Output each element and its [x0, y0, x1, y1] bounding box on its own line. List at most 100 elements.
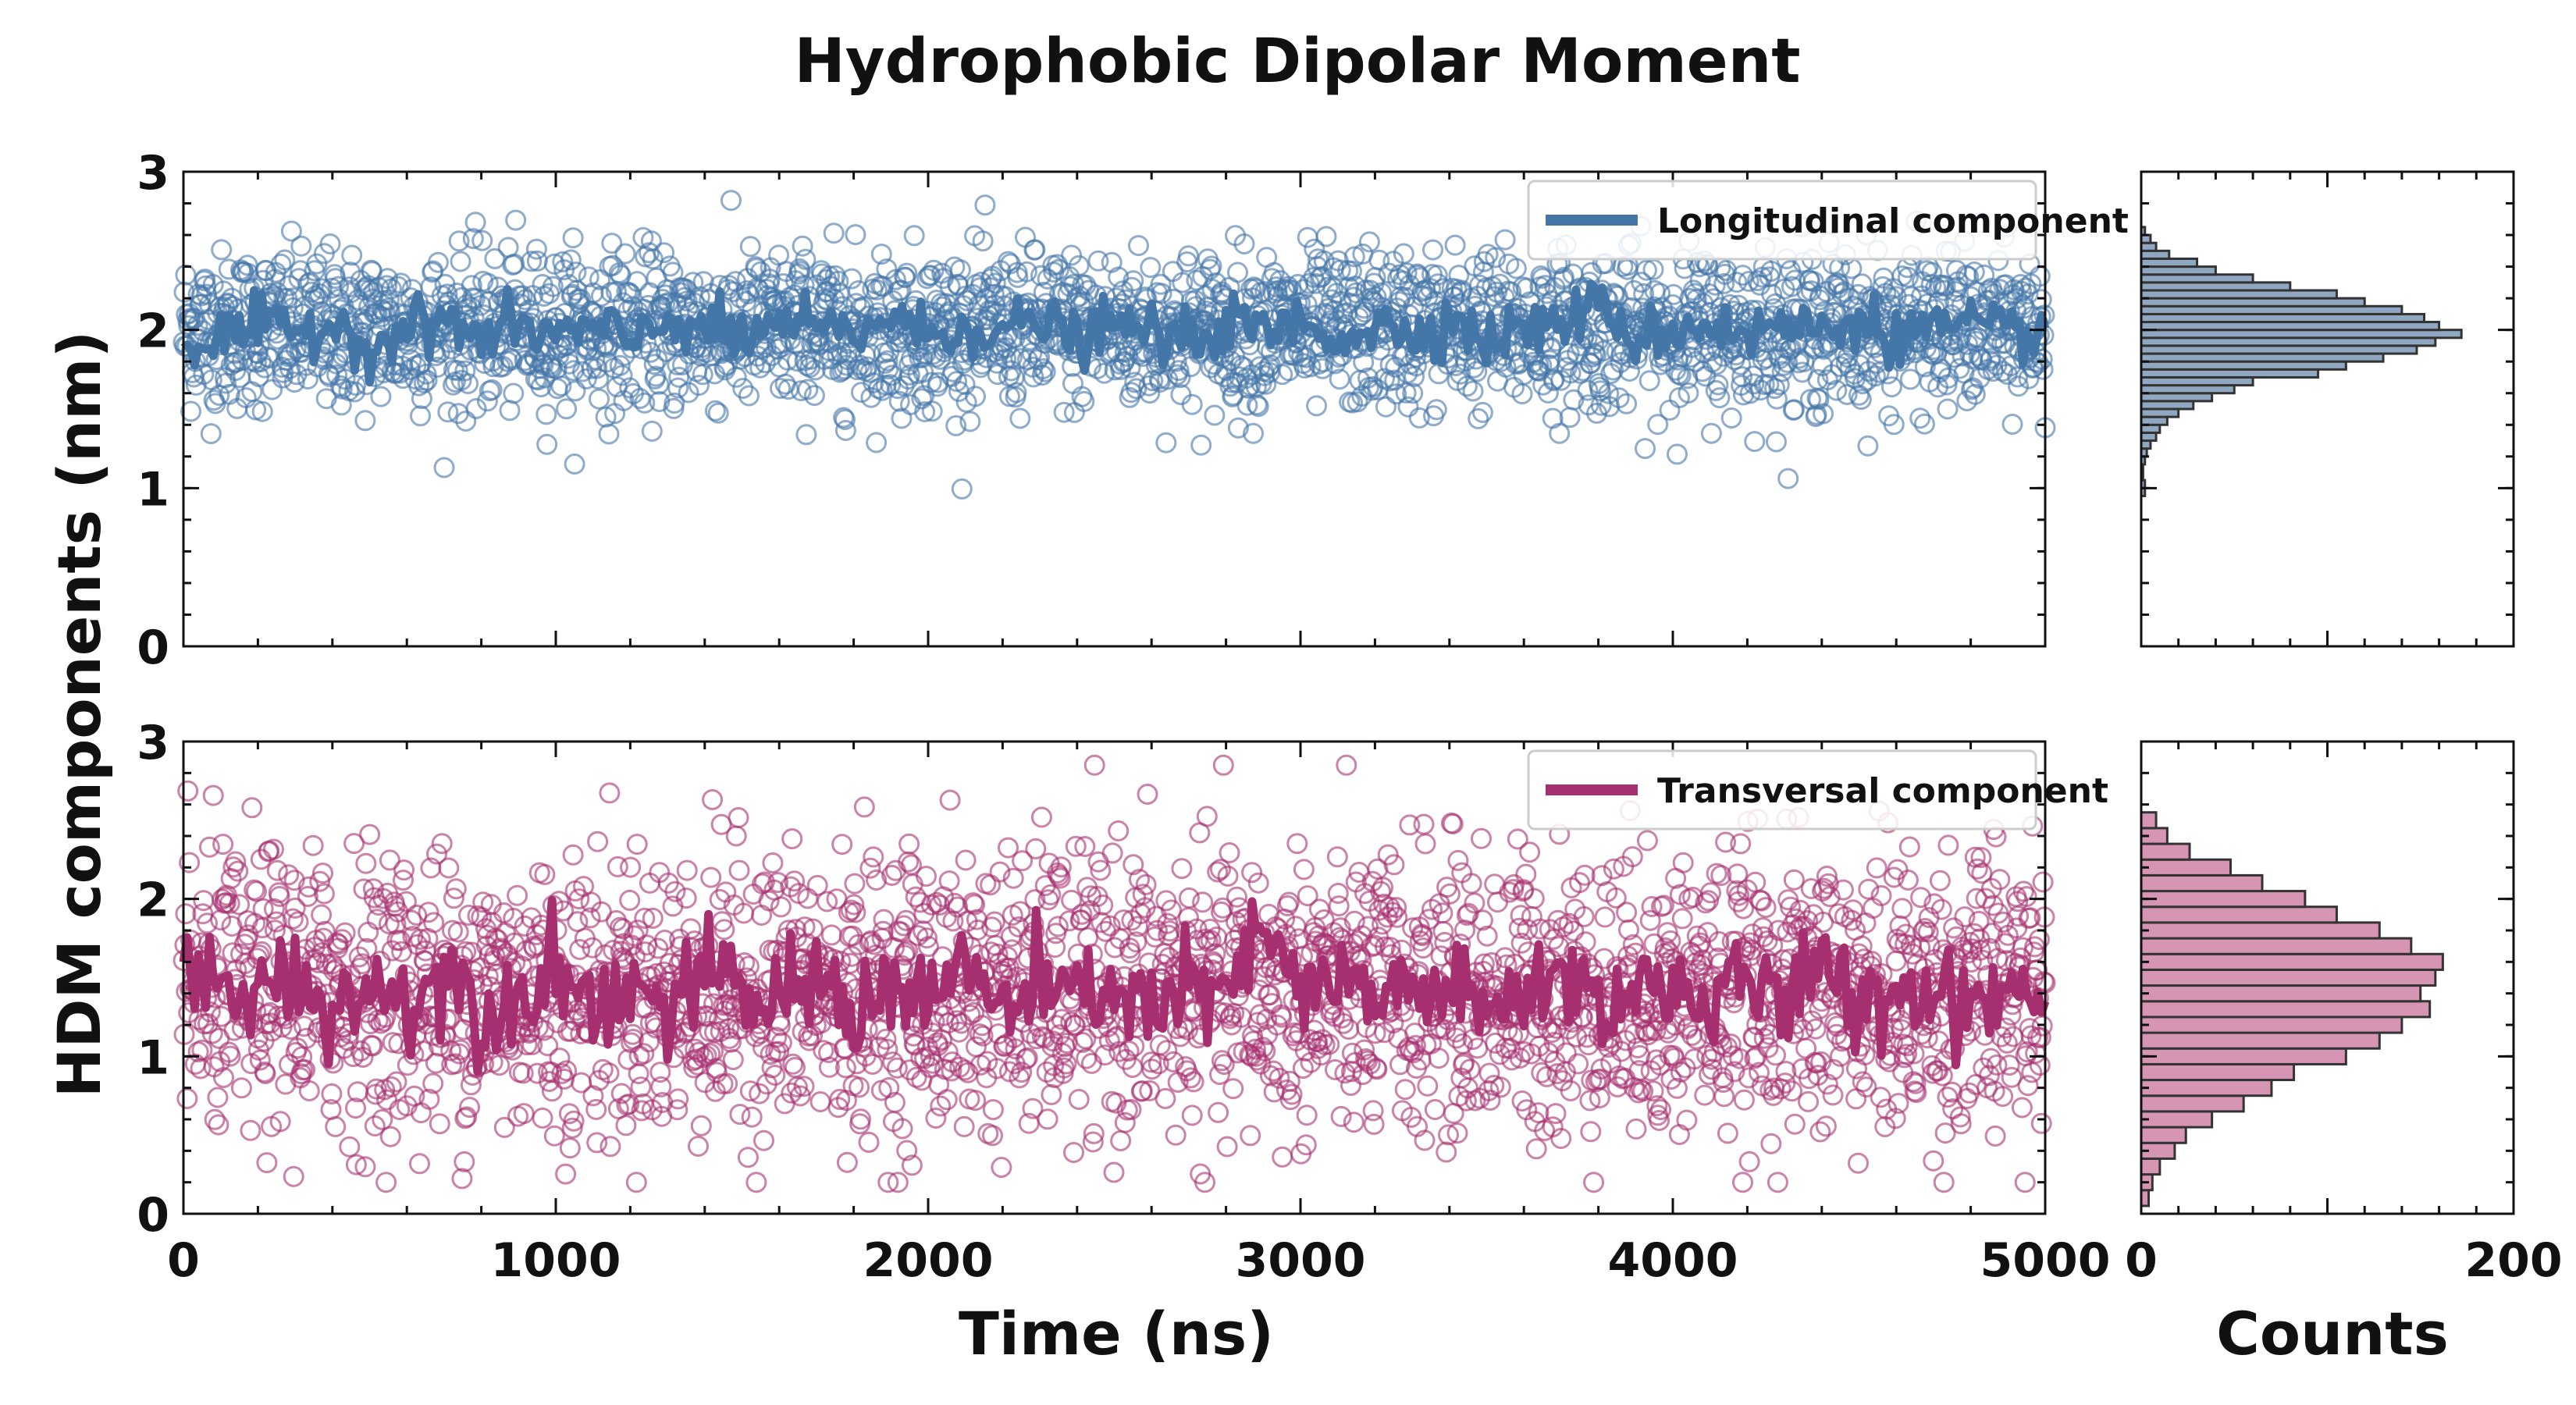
- scatter-point: [1720, 407, 1742, 429]
- x-axis-label: Time (ns): [959, 1299, 1274, 1368]
- scatter-point: [1178, 887, 1200, 909]
- scatter-point: [559, 1137, 581, 1159]
- scatter-point: [1062, 372, 1083, 394]
- scatter-point: [1139, 382, 1161, 404]
- scatter-point: [823, 222, 845, 244]
- scatter-point: [464, 288, 486, 310]
- scatter-point: [453, 346, 475, 368]
- scatter-point: [1255, 373, 1277, 395]
- scatter-point: [1870, 1087, 1891, 1108]
- scatter-point: [431, 833, 453, 855]
- scatter-point: [1151, 283, 1172, 304]
- scatter-point: [578, 266, 600, 288]
- scatter-point: [1397, 396, 1419, 418]
- scatter-point: [688, 375, 710, 397]
- scatter-point: [1625, 1118, 1647, 1140]
- scatter-point: [692, 364, 713, 386]
- scatter-point: [1347, 391, 1368, 413]
- scatter-point: [845, 224, 866, 246]
- scatter-point: [688, 1136, 709, 1157]
- scatter-point: [437, 401, 459, 423]
- scatter-point: [306, 253, 328, 275]
- scatter-point: [447, 360, 468, 382]
- scatter-point: [870, 244, 892, 265]
- scatter-point: [1134, 286, 1156, 308]
- scatter-point: [664, 392, 685, 414]
- scatter-point: [454, 360, 476, 382]
- scatter-point: [738, 955, 760, 977]
- scatter-point: [991, 1157, 1012, 1178]
- scatter-point: [638, 294, 659, 316]
- scatter-point: [345, 375, 366, 396]
- y-tick-label: 0: [137, 621, 169, 675]
- scatter-point: [1929, 870, 1951, 891]
- scatter-point: [586, 1132, 608, 1154]
- scatter-point: [1296, 1104, 1318, 1126]
- scatter-point: [200, 423, 222, 445]
- scatter-point: [914, 401, 936, 422]
- scatter-point: [1326, 846, 1348, 868]
- scatter-point: [877, 350, 898, 372]
- scatter-point: [1363, 1113, 1385, 1135]
- scatter-point: [595, 406, 617, 428]
- scatter-point: [611, 365, 633, 386]
- y-tick-label: 1: [137, 462, 169, 517]
- scatter-point: [984, 911, 1005, 933]
- scatter-point: [749, 357, 771, 379]
- scatter-point: [1700, 422, 1722, 444]
- scatter-point: [2001, 414, 2023, 435]
- scatter-point: [278, 346, 300, 368]
- scatter-point: [1343, 246, 1365, 268]
- scatter-point: [728, 859, 750, 881]
- scatter-point: [626, 271, 648, 293]
- scatter-point: [1300, 356, 1322, 378]
- scatter-point: [1580, 1121, 1602, 1143]
- scatter-point: [240, 1119, 262, 1141]
- scatter-point: [949, 259, 971, 281]
- scatter-point: [1041, 1083, 1062, 1105]
- scatter-point: [1030, 806, 1052, 828]
- scatter-point: [1713, 1086, 1735, 1108]
- scatter-point: [1866, 857, 1888, 879]
- scatter-point: [781, 828, 803, 850]
- scatter-point: [1424, 1099, 1446, 1120]
- scatter-point: [863, 846, 884, 868]
- scatter-point: [1155, 1087, 1176, 1109]
- scatter-point: [1315, 226, 1337, 247]
- scatter-point: [1650, 1099, 1671, 1121]
- scatter-point: [1744, 431, 1766, 453]
- scatter-point: [1168, 360, 1190, 382]
- scatter-point: [690, 1115, 712, 1136]
- scatter-point: [1192, 891, 1214, 913]
- scatter-point: [1068, 1089, 1090, 1110]
- scatter-point: [599, 782, 621, 804]
- scatter-point: [859, 857, 881, 879]
- scatter-point: [211, 239, 233, 261]
- scatter-point: [427, 251, 449, 273]
- legend-label: Longitudinal component: [1657, 201, 2129, 241]
- scatter-point: [938, 870, 960, 892]
- scatter-point: [1937, 398, 1959, 420]
- scatter-point: [920, 265, 941, 286]
- scatter-point: [1341, 260, 1362, 282]
- scatter-point: [298, 1080, 320, 1101]
- scatter-point: [762, 852, 784, 873]
- y-tick-label: 2: [137, 304, 169, 359]
- scatter-point: [789, 261, 811, 283]
- scatter-point: [972, 230, 994, 252]
- scatter-point: [692, 271, 714, 293]
- scatter-point: [1170, 384, 1192, 406]
- scatter-point: [1236, 394, 1258, 416]
- scatter-point: [413, 372, 435, 394]
- scatter-point: [521, 251, 543, 272]
- histogram-x-axis-label: Counts: [2216, 1299, 2449, 1368]
- scatter-point: [1190, 434, 1212, 456]
- scatter-point: [1212, 754, 1234, 776]
- scatter-point: [1165, 1124, 1187, 1146]
- scatter-point: [341, 244, 363, 266]
- scatter-point: [753, 1129, 774, 1151]
- scatter-point: [536, 433, 558, 455]
- scatter-point: [684, 292, 706, 314]
- scatter-point: [319, 233, 341, 254]
